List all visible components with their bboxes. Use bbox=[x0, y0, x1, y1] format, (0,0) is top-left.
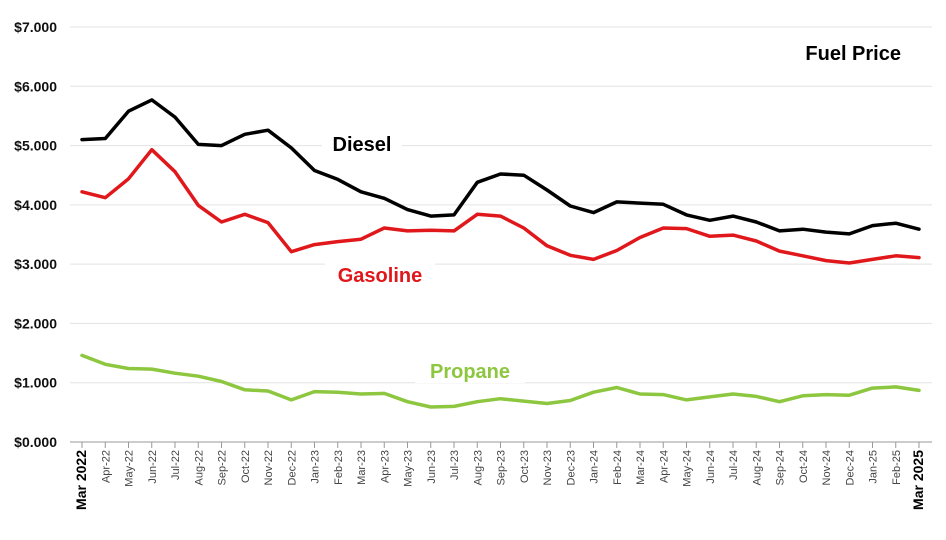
x-tick-label: Feb-24 bbox=[612, 450, 624, 485]
x-tick-label: Jun-24 bbox=[705, 450, 717, 484]
series-line-propane bbox=[80, 353, 921, 409]
y-tick-label: $7.000 bbox=[14, 19, 57, 35]
series-label-bg bbox=[415, 357, 525, 383]
x-tick-label: Aug-24 bbox=[751, 450, 763, 485]
x-tick-label: Oct-22 bbox=[240, 450, 252, 483]
x-tick-label: Jun-22 bbox=[147, 450, 159, 484]
x-tick-label: Mar-23 bbox=[356, 450, 368, 485]
x-tick-label: Aug-23 bbox=[472, 450, 484, 485]
x-tick-label: Jul-23 bbox=[449, 450, 461, 480]
series-lines bbox=[80, 98, 921, 409]
x-tick-label: Apr-23 bbox=[379, 450, 391, 483]
y-tick-label: $0.000 bbox=[14, 434, 57, 450]
y-tick-label: $6.000 bbox=[14, 78, 57, 94]
x-tick-label: Mar 2025 bbox=[910, 450, 926, 510]
series-label-propane: Propane bbox=[430, 361, 510, 383]
x-tick-label: Apr-22 bbox=[100, 450, 112, 483]
series-label-diesel: Diesel bbox=[333, 134, 392, 156]
series-labels: Diesel Gasoline Propane bbox=[322, 130, 525, 383]
x-tick-label: Nov-23 bbox=[542, 450, 554, 485]
x-tick-label: Sep-24 bbox=[775, 450, 787, 485]
x-tick-label: Aug-22 bbox=[193, 450, 205, 485]
x-tick-label: Nov-22 bbox=[263, 450, 275, 485]
x-tick-label: Jul-24 bbox=[728, 450, 740, 480]
x-tick-label: Oct-23 bbox=[519, 450, 531, 483]
x-tick-label: Feb-25 bbox=[891, 450, 903, 485]
series-label-gasoline: Gasoline bbox=[338, 265, 422, 287]
x-tick-label: Apr-24 bbox=[658, 450, 670, 483]
series-line-diesel bbox=[80, 98, 921, 236]
x-tick-label: Mar-24 bbox=[635, 450, 647, 485]
y-tick-label: $4.000 bbox=[14, 197, 57, 213]
x-tick-label: Sep-22 bbox=[217, 450, 229, 485]
x-tick-label: Feb-23 bbox=[333, 450, 345, 485]
x-tick-label: May-24 bbox=[682, 450, 694, 487]
y-axis-ticks: $0.000 $1.000 $2.000 $3.000 $4.000 $5.000 $6.0… bbox=[14, 19, 57, 450]
y-tick-label: $1.000 bbox=[14, 375, 57, 391]
x-tick-label: Mar 2022 bbox=[73, 450, 89, 510]
x-tick-label: Dec-24 bbox=[844, 450, 856, 485]
x-tick-label: Jan-23 bbox=[310, 450, 322, 484]
x-tick-label: Jan-24 bbox=[589, 450, 601, 484]
series-label-bg bbox=[322, 130, 402, 156]
x-tick-label: Oct-24 bbox=[798, 450, 810, 483]
x-tick-label: Nov-24 bbox=[821, 450, 833, 485]
x-tick-label: Sep-23 bbox=[496, 450, 508, 485]
series-line-gasoline bbox=[80, 147, 921, 265]
x-tick-label: Dec-22 bbox=[286, 450, 298, 485]
y-tick-label: $2.000 bbox=[14, 315, 57, 331]
x-tick-label: Jan-25 bbox=[868, 450, 880, 484]
series-label-bg bbox=[325, 261, 435, 287]
x-tick-label: Dec-23 bbox=[565, 450, 577, 485]
chart-title: Fuel Price bbox=[805, 43, 901, 65]
y-tick-label: $5.000 bbox=[14, 138, 57, 154]
x-tick-label: May-22 bbox=[124, 450, 136, 487]
x-tick-label: Jun-23 bbox=[426, 450, 438, 484]
x-tick-label: Jul-22 bbox=[170, 450, 182, 480]
x-tick-label: May-23 bbox=[403, 450, 415, 487]
x-axis-ticks: Mar 2022 Apr-22 May-22 Jun-22 Jul-22 Aug-22 Se… bbox=[73, 442, 926, 510]
y-tick-label: $3.000 bbox=[14, 256, 57, 272]
